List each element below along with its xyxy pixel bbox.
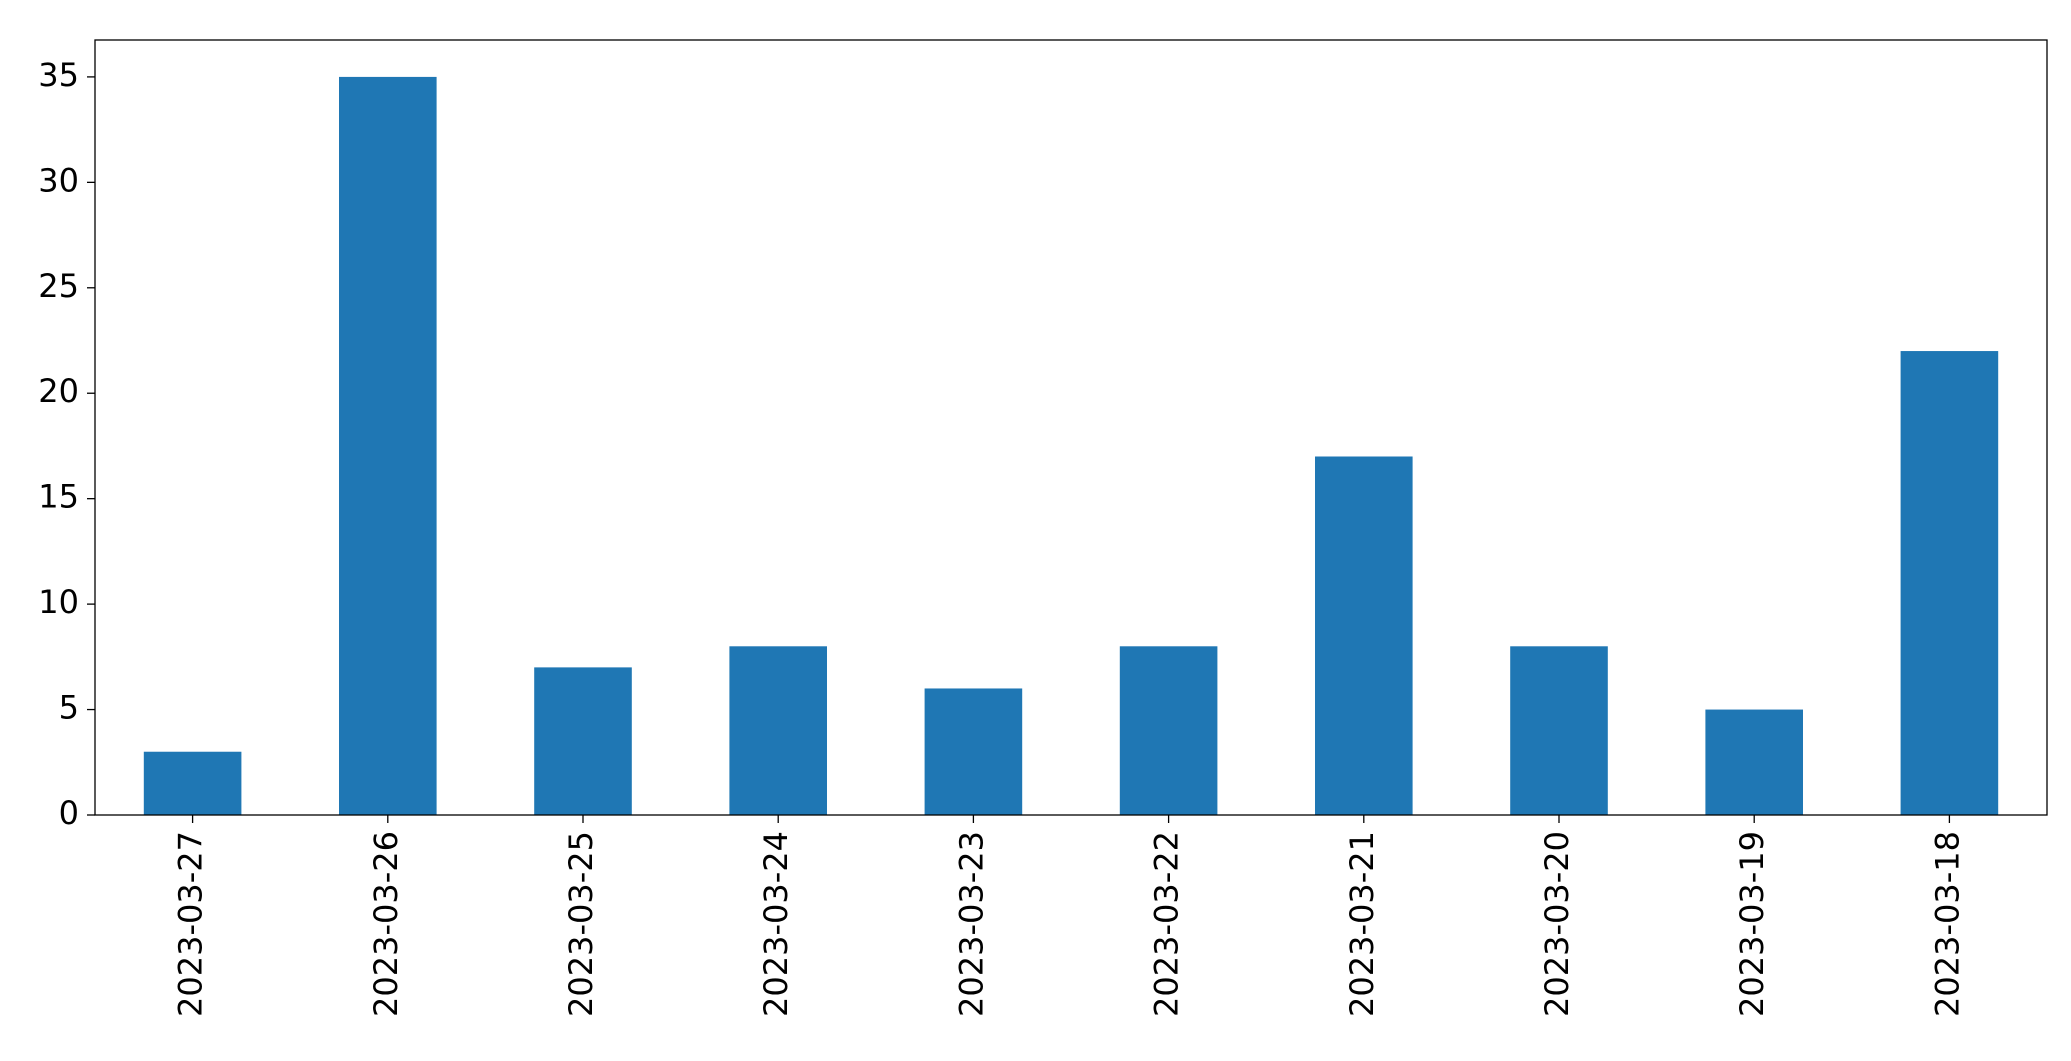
x-tick-label: 2023-03-23 [952, 831, 990, 1017]
y-tick-label: 10 [38, 583, 79, 621]
x-tick-label: 2023-03-25 [562, 831, 600, 1017]
x-tick-label: 2023-03-27 [172, 831, 210, 1017]
y-tick-label: 5 [59, 689, 79, 727]
bar [534, 667, 632, 815]
bar [1705, 709, 1803, 815]
x-tick-label: 2023-03-18 [1928, 831, 1966, 1017]
bar [339, 76, 437, 815]
x-tick-label: 2023-03-20 [1538, 831, 1576, 1017]
x-tick-label: 2023-03-24 [757, 831, 795, 1017]
y-tick-label: 25 [38, 267, 79, 305]
x-tick-label: 2023-03-19 [1733, 831, 1771, 1017]
x-tick-label: 2023-03-22 [1148, 831, 1186, 1017]
plot-frame [94, 39, 2048, 816]
y-tick-label: 20 [38, 372, 79, 410]
bar [924, 688, 1023, 815]
x-tick-label: 2023-03-21 [1343, 831, 1381, 1017]
x-tick-label: 2023-03-26 [367, 831, 405, 1017]
y-tick-label: 35 [38, 56, 79, 94]
bar [1119, 646, 1218, 815]
bar [1510, 646, 1608, 815]
bar [1900, 351, 1999, 815]
bar [729, 646, 827, 815]
bar [143, 751, 242, 815]
y-tick-label: 0 [59, 794, 79, 832]
y-tick-label: 15 [38, 478, 79, 516]
bar [1315, 456, 1413, 815]
y-tick-label: 30 [38, 161, 79, 199]
